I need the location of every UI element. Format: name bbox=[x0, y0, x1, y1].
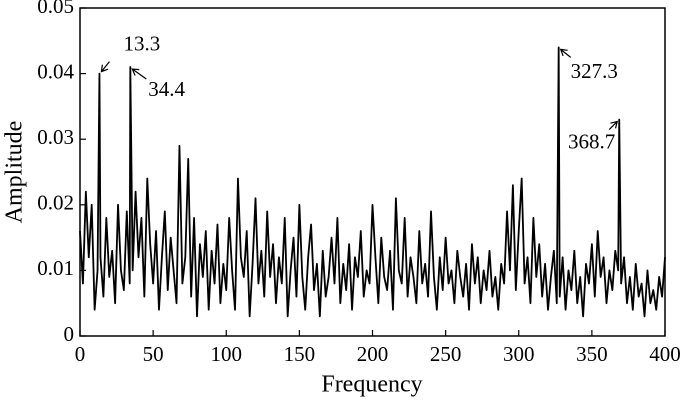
y-tick-label: 0 bbox=[64, 322, 75, 346]
y-tick-label: 0.03 bbox=[37, 125, 74, 149]
plot-frame bbox=[79, 7, 666, 337]
x-tick-label: 250 bbox=[430, 342, 462, 366]
y-axis-label: Amplitude bbox=[2, 121, 28, 224]
annotation-label: 327.3 bbox=[571, 59, 618, 83]
x-tick-label: 0 bbox=[75, 342, 86, 366]
spectrum-line bbox=[79, 46, 666, 318]
annotation-arrow bbox=[131, 68, 147, 80]
x-tick-label: 300 bbox=[503, 342, 535, 366]
x-tick-label: 200 bbox=[357, 342, 389, 366]
y-tick-label: 0.02 bbox=[37, 191, 74, 215]
annotation-arrow bbox=[100, 61, 110, 73]
annotation-arrow bbox=[559, 48, 572, 58]
x-tick-label: 50 bbox=[143, 342, 164, 366]
x-tick-label: 350 bbox=[576, 342, 608, 366]
y-tick-label: 0.05 bbox=[37, 0, 74, 18]
annotation-arrow bbox=[608, 120, 619, 130]
x-tick-label: 150 bbox=[284, 342, 316, 366]
x-tick-label: 400 bbox=[649, 342, 681, 366]
x-tick-label: 100 bbox=[211, 342, 243, 366]
annotation-label: 13.3 bbox=[123, 31, 160, 55]
y-tick-label: 0.01 bbox=[37, 256, 74, 280]
y-tick-label: 0.04 bbox=[37, 59, 74, 83]
annotation-label: 368.7 bbox=[568, 129, 615, 153]
x-axis-label: Frequency bbox=[321, 372, 422, 398]
annotation-label: 34.4 bbox=[148, 77, 185, 101]
